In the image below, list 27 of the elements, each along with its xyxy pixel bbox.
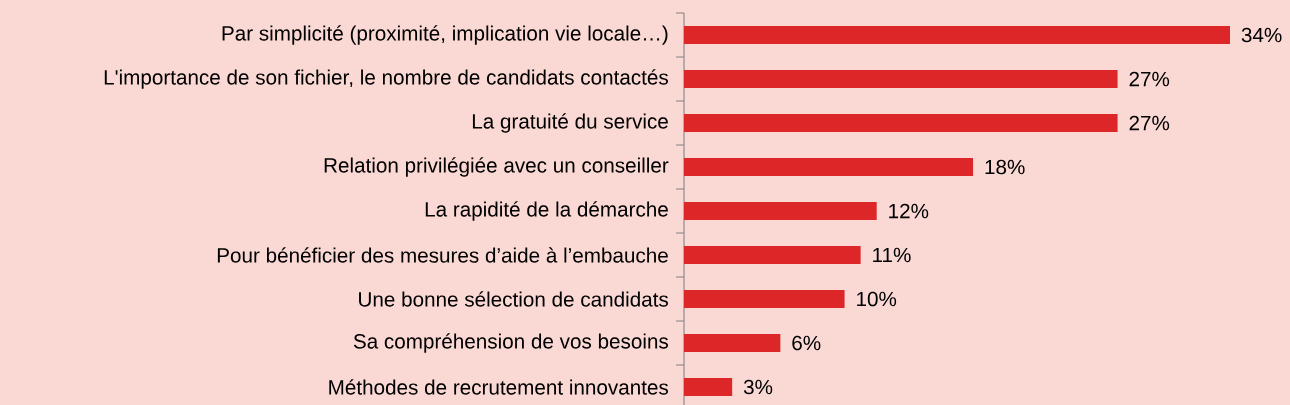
y-tick-label: Une bonne sélection de candidats <box>359 291 669 307</box>
y-tick-label: Pour bénéficier des mesures d’aide à l’embauche <box>217 247 668 263</box>
bar <box>684 377 733 396</box>
bar <box>684 290 845 308</box>
y-tick-label: L'importance de son fichier, le nombre de candidats contactés <box>104 69 668 89</box>
data-label: 3% <box>743 379 773 395</box>
bar <box>684 202 877 220</box>
y-tick-label: Par simplicité (proximité, implication vie locale…) <box>222 25 668 45</box>
bar <box>684 26 1230 44</box>
data-label: 18% <box>985 159 1025 175</box>
data-label: 27% <box>1129 71 1170 87</box>
data-label: 34% <box>1241 27 1282 43</box>
data-label: 6% <box>792 335 821 351</box>
y-tick-label: La gratuité du service <box>472 113 668 133</box>
bar <box>684 114 1118 132</box>
bar <box>684 245 861 264</box>
data-label: 11% <box>873 247 911 263</box>
data-label: 12% <box>889 203 929 219</box>
y-tick-label: Méthodes de recrutement innovantes <box>329 379 669 395</box>
bar <box>684 70 1118 88</box>
data-label: 10% <box>857 291 897 307</box>
bar <box>684 158 974 176</box>
data-label: 27% <box>1129 115 1170 131</box>
y-tick-label: Sa compréhension de vos besoins <box>353 333 669 353</box>
y-tick-label: La rapidité de la démarche <box>425 201 668 221</box>
y-tick-label: Relation privilégiée avec un conseiller <box>324 157 669 177</box>
bar <box>684 333 781 352</box>
